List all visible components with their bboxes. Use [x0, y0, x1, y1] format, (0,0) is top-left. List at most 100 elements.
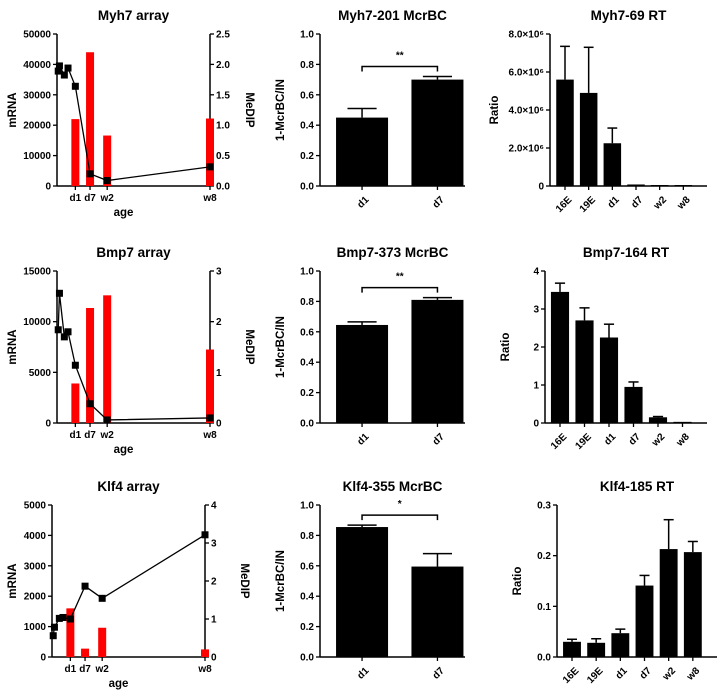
medip-bar [81, 648, 90, 657]
chart-title: Bmp7-164 RT [583, 245, 670, 260]
mrna-point [103, 177, 111, 185]
y-axis-label: 1-McrBC/IN [275, 316, 287, 378]
x-tick-label: d1 [70, 193, 82, 204]
y-tick-label: 1 [533, 381, 539, 392]
bar [650, 185, 669, 186]
x-tick-label: d1 [355, 431, 371, 447]
x-tick-label: d7 [84, 193, 96, 204]
mrna-point [64, 64, 72, 72]
y2-axis-label: MeDIP [238, 563, 250, 598]
chart-panel: Bmp7 array 0 5000 10000 15000 mRNA 0 1 2 3 MeDIP d1… [7, 245, 255, 456]
y2-tick-label: 2.0 [216, 60, 230, 71]
chart-panel: Bmp7-164 RT 0 1 2 3 4 Ratio 16E 19E d1 d7 w2 w8 [500, 245, 707, 452]
y2-tick-label: 1.0 [216, 121, 230, 132]
x-tick-label: w2 [651, 194, 669, 212]
y2-tick-label: 2 [216, 317, 222, 328]
bar [411, 299, 464, 423]
bar [611, 633, 630, 657]
bar [336, 117, 389, 186]
chart-panel: Myh7-201 McrBC 0.0 0.2 0.4 0.6 0.8 1.0 1-McrBC/… [275, 8, 465, 211]
x-tick-label: d7 [431, 431, 447, 447]
mrna-line [57, 64, 211, 182]
medip-bar [86, 52, 95, 186]
mrna-point [50, 623, 58, 631]
y-tick-label: 10000 [23, 317, 51, 328]
x-tick-label: w2 [660, 665, 678, 683]
significance-label: * [398, 499, 402, 510]
mrna-point [81, 582, 89, 590]
y-tick-label: 0 [538, 182, 544, 193]
y-tick-label: 4000 [24, 531, 47, 542]
mrna-point [54, 67, 62, 75]
y-axis-label: Ratio [512, 567, 524, 596]
bar [336, 527, 389, 657]
x-tick-label: d1 [355, 194, 371, 210]
y2-tick-label: 0.5 [216, 151, 230, 162]
y-tick-label: 0.2 [537, 551, 551, 562]
y-axis-label: 1-McrBC/IN [275, 550, 287, 612]
mrna-point [201, 531, 209, 539]
y-tick-label: 0.8 [300, 531, 314, 542]
bar [563, 641, 581, 657]
mrna-point [86, 400, 94, 408]
medip-bar [206, 118, 214, 186]
x-tick-label: 16E [549, 431, 570, 452]
chart-title: Bmp7 array [96, 245, 171, 260]
x-tick-label: d7 [638, 665, 654, 681]
y-tick-label: 0.6 [300, 327, 314, 338]
y-tick-label: 0.6 [300, 561, 314, 572]
chart-title: Klf4 array [97, 479, 160, 494]
y-tick-label: 0 [533, 419, 539, 430]
y-tick-label: 0.0 [300, 653, 314, 664]
y2-tick-label: 2.5 [216, 30, 230, 41]
x-tick-label: w8 [202, 193, 217, 204]
y2-tick-label: 1 [216, 368, 222, 379]
x-tick-label: d7 [431, 665, 447, 681]
chart-title: Myh7 array [98, 8, 170, 23]
chart-title: Myh7-201 McrBC [338, 8, 447, 23]
x-tick-label: w2 [649, 431, 667, 449]
mrna-point [49, 632, 57, 640]
x-axis-label: age [114, 444, 134, 456]
x-tick-label: d1 [614, 665, 630, 681]
y2-tick-label: 0 [211, 653, 217, 664]
x-tick-label: w8 [197, 664, 212, 675]
y-tick-label: 0.2 [300, 151, 314, 162]
bar [635, 585, 654, 657]
bar [336, 324, 389, 423]
x-tick-label: w2 [100, 193, 115, 204]
x-tick-label: d7 [629, 194, 645, 210]
y-tick-label: 2 [533, 343, 539, 354]
bar [659, 549, 678, 657]
x-tick-label: d1 [355, 665, 371, 681]
bar [411, 566, 464, 657]
significance-bracket [361, 65, 439, 72]
significance-label: ** [396, 51, 404, 62]
chart-title: Myh7-69 RT [591, 8, 668, 23]
y2-tick-label: 3 [211, 539, 217, 550]
y-axis-label: mRNA [7, 329, 19, 364]
bar [556, 79, 574, 186]
mrna-point [55, 62, 63, 70]
mrna-point [60, 333, 68, 341]
x-tick-label: w8 [202, 430, 217, 441]
x-tick-label: d7 [84, 430, 96, 441]
x-tick-label: d1 [70, 430, 82, 441]
x-tick-label: w2 [100, 430, 115, 441]
y-tick-label: 4.0×10⁶ [509, 106, 544, 117]
x-tick-label: w8 [675, 194, 693, 212]
y2-axis-label: MeDIP [243, 329, 255, 364]
bar [587, 642, 606, 657]
medip-bar [103, 295, 112, 423]
y-tick-label: 0.1 [537, 602, 551, 613]
bar [579, 92, 598, 186]
x-tick-label: d1 [602, 431, 618, 447]
y-tick-label: 2.0×10⁶ [509, 144, 544, 155]
x-tick-label: d7 [79, 664, 91, 675]
x-axis-label: age [114, 207, 134, 219]
x-tick-label: w2 [95, 664, 110, 675]
medip-bar [206, 349, 214, 423]
y2-axis-label: MeDIP [243, 92, 255, 127]
y-tick-label: 30000 [23, 90, 51, 101]
